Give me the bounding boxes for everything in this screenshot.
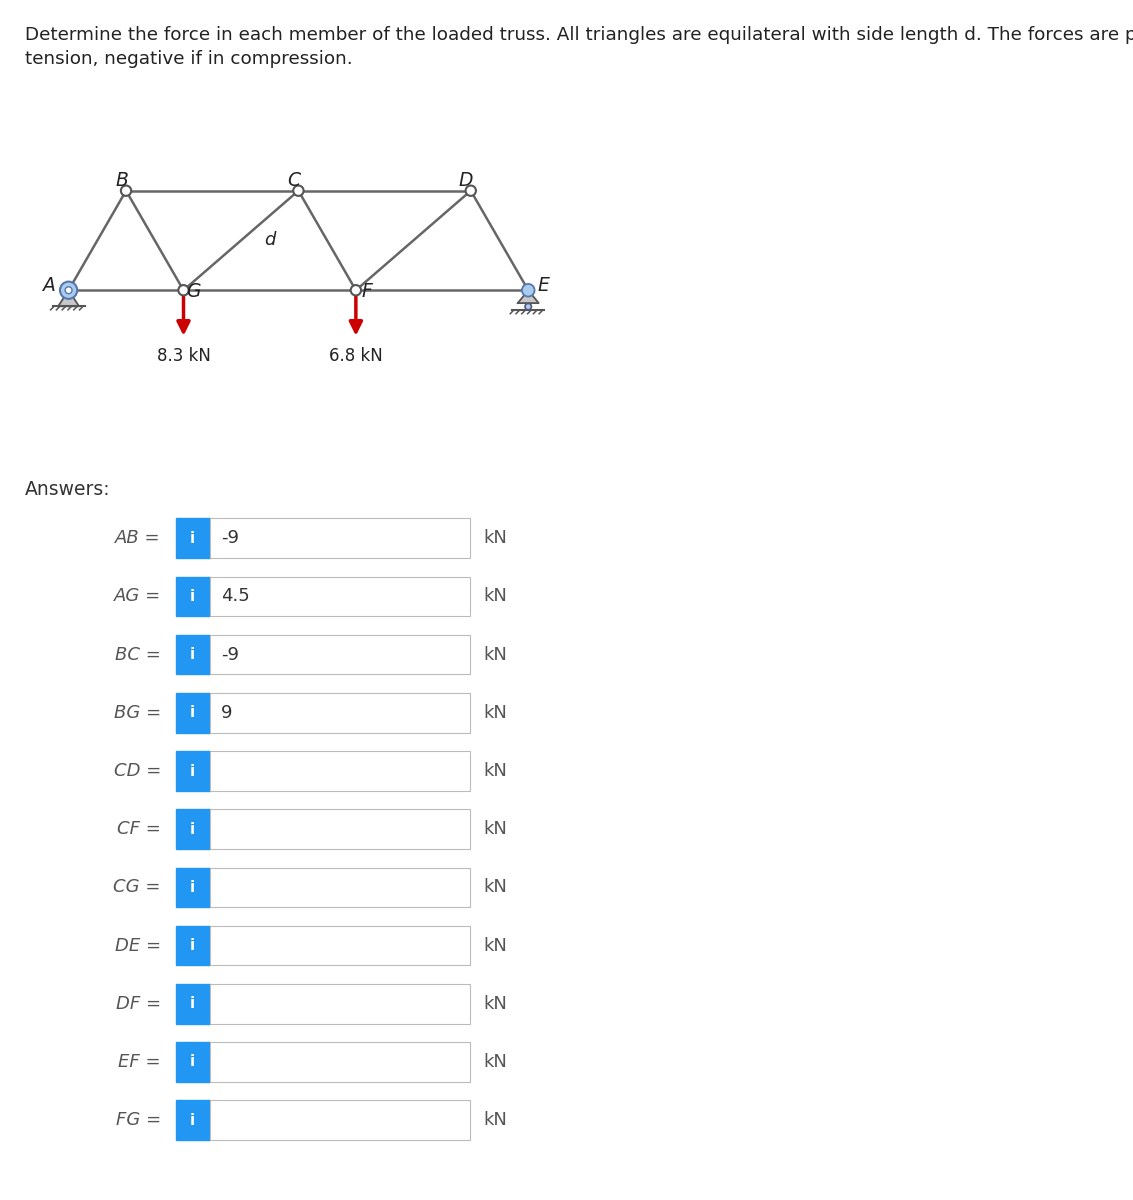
Text: tension, negative if in compression.: tension, negative if in compression. [25, 50, 352, 68]
Text: -9: -9 [221, 646, 239, 664]
Text: 8.3 kN: 8.3 kN [156, 347, 211, 365]
Text: i: i [190, 822, 195, 836]
Circle shape [60, 282, 77, 299]
Circle shape [525, 304, 531, 310]
Text: i: i [190, 530, 195, 546]
Text: G: G [187, 282, 201, 301]
Text: BG =: BG = [113, 703, 161, 722]
Text: i: i [190, 1112, 195, 1128]
Text: kN: kN [484, 587, 508, 605]
Text: kN: kN [484, 703, 508, 722]
Circle shape [178, 286, 189, 295]
Circle shape [351, 286, 361, 295]
Polygon shape [58, 290, 79, 306]
Text: 4.5: 4.5 [221, 587, 249, 605]
Text: i: i [190, 1055, 195, 1069]
Text: kN: kN [484, 1054, 508, 1072]
Text: EF =: EF = [118, 1054, 161, 1072]
Text: E: E [537, 276, 550, 295]
Text: CG =: CG = [113, 878, 161, 896]
Text: D: D [459, 170, 474, 190]
Text: CD =: CD = [113, 762, 161, 780]
Text: BC =: BC = [116, 646, 161, 664]
Circle shape [466, 186, 476, 196]
Text: DE =: DE = [114, 937, 161, 955]
Text: kN: kN [484, 529, 508, 547]
Text: i: i [190, 880, 195, 895]
Text: B: B [116, 170, 128, 190]
Text: i: i [190, 589, 195, 604]
Text: kN: kN [484, 937, 508, 955]
Text: Determine the force in each member of the loaded truss. All triangles are equila: Determine the force in each member of th… [25, 26, 1133, 44]
Text: kN: kN [484, 821, 508, 838]
Text: kN: kN [484, 762, 508, 780]
Text: CF =: CF = [117, 821, 161, 838]
Text: Answers:: Answers: [25, 480, 111, 499]
Text: kN: kN [484, 1111, 508, 1129]
Text: F: F [361, 282, 373, 301]
Text: i: i [190, 996, 195, 1012]
Circle shape [65, 287, 73, 294]
Text: kN: kN [484, 995, 508, 1013]
Text: 9: 9 [221, 703, 232, 722]
Circle shape [121, 186, 131, 196]
Polygon shape [518, 290, 538, 304]
Text: DF =: DF = [116, 995, 161, 1013]
Circle shape [522, 284, 535, 296]
Text: C: C [288, 170, 300, 190]
Text: AG =: AG = [113, 587, 161, 605]
Text: i: i [190, 938, 195, 953]
Text: d: d [264, 230, 275, 248]
Text: 6.8 kN: 6.8 kN [329, 347, 383, 365]
Text: i: i [190, 706, 195, 720]
Circle shape [293, 186, 304, 196]
Text: AB =: AB = [116, 529, 161, 547]
Text: FG =: FG = [116, 1111, 161, 1129]
Text: kN: kN [484, 646, 508, 664]
Text: i: i [190, 763, 195, 779]
Text: i: i [190, 647, 195, 662]
Text: kN: kN [484, 878, 508, 896]
Text: -9: -9 [221, 529, 239, 547]
Text: A: A [43, 276, 56, 295]
